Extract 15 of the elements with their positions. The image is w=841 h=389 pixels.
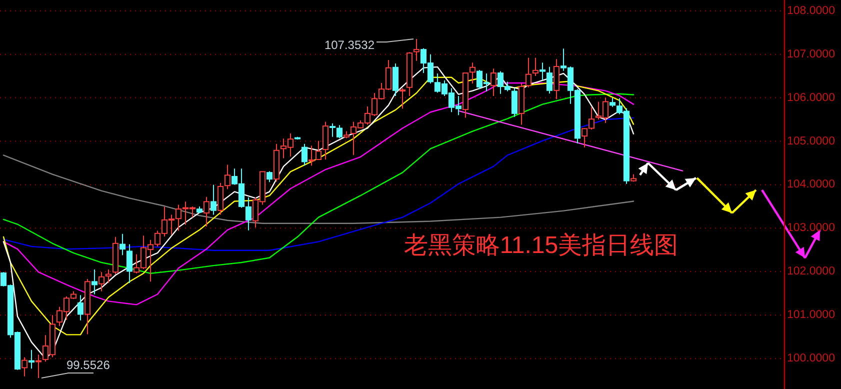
y-tick-label: 106.0000: [787, 92, 835, 104]
y-tick-label: 108.0000: [787, 4, 835, 17]
y-tick-label: 101.0000: [787, 309, 835, 322]
y-tick-label: 104.0000: [787, 178, 835, 191]
annotation: 107.3532: [324, 38, 414, 52]
title: 老黑策略11.15美指日线图: [404, 232, 678, 259]
y-tick-label: 105.0000: [787, 135, 835, 148]
y-tick-label: 107.0000: [787, 48, 835, 60]
y-tick-label: 102.0000: [787, 266, 835, 278]
y-tick-label: 100.0000: [787, 352, 835, 365]
line-series: [2, 154, 634, 224]
annotation: 107.3532: [324, 38, 375, 52]
annotation: 99.5526: [66, 358, 110, 372]
annotation: 99.5526: [41, 358, 110, 379]
y-tick-label: 103.0000: [787, 222, 835, 234]
